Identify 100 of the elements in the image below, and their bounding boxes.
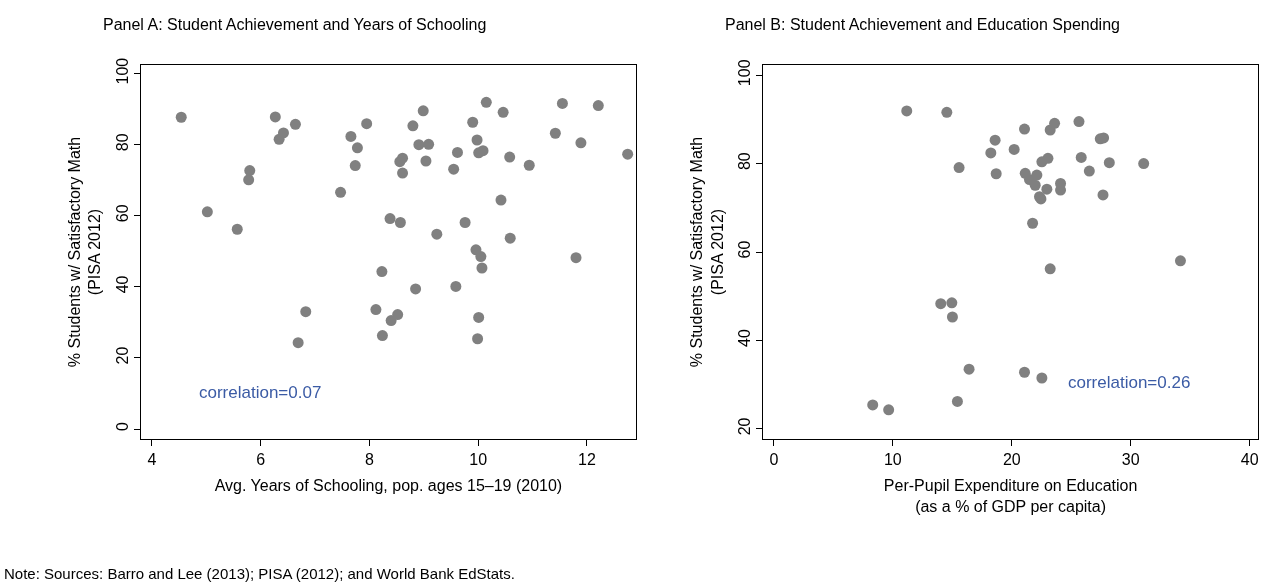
point bbox=[335, 186, 347, 198]
x-tick-label: 0 bbox=[769, 451, 779, 469]
y-tick-label: 40 bbox=[113, 275, 131, 294]
point bbox=[1075, 151, 1087, 163]
point bbox=[592, 100, 604, 112]
point bbox=[423, 138, 435, 150]
y-tick-label: 100 bbox=[113, 57, 131, 85]
point bbox=[1027, 217, 1039, 229]
point bbox=[901, 105, 913, 117]
y-tick-label: 60 bbox=[113, 204, 131, 223]
point bbox=[370, 304, 382, 316]
point bbox=[951, 395, 963, 407]
point bbox=[867, 399, 879, 411]
point bbox=[1103, 157, 1115, 169]
point bbox=[417, 105, 429, 117]
point bbox=[420, 155, 432, 167]
point bbox=[1049, 117, 1061, 129]
point bbox=[570, 252, 582, 264]
point bbox=[384, 213, 396, 225]
point bbox=[361, 118, 373, 130]
point bbox=[231, 223, 243, 235]
point bbox=[476, 262, 488, 274]
point bbox=[397, 167, 409, 179]
point bbox=[1019, 123, 1030, 135]
point bbox=[349, 160, 361, 172]
point bbox=[472, 333, 484, 345]
point bbox=[277, 127, 289, 139]
x-tick-label: 10 bbox=[883, 451, 902, 469]
point bbox=[495, 194, 507, 206]
point bbox=[575, 137, 587, 149]
y-tick-label: 100 bbox=[735, 59, 753, 87]
point bbox=[376, 266, 388, 278]
point bbox=[471, 134, 483, 146]
point bbox=[953, 162, 965, 174]
point bbox=[345, 130, 357, 142]
point bbox=[413, 139, 425, 151]
y-tick-label: 0 bbox=[113, 422, 131, 432]
point bbox=[523, 159, 535, 171]
point bbox=[201, 206, 213, 218]
point bbox=[1019, 366, 1030, 378]
y-tick-label: 80 bbox=[735, 152, 753, 171]
annotation: correlation=0.26 bbox=[1068, 373, 1191, 392]
y-axis-title: % Students w/ Satisfactory Math (PISA 2012) bbox=[65, 136, 104, 368]
point bbox=[407, 120, 419, 132]
point bbox=[990, 168, 1002, 180]
point bbox=[392, 309, 404, 321]
x-tick-label: 8 bbox=[364, 451, 374, 469]
y-tick-label: 40 bbox=[735, 329, 753, 347]
chart-title: Panel B: Student Achievement and Education Spending bbox=[725, 16, 1120, 33]
point bbox=[946, 297, 958, 309]
point bbox=[394, 156, 406, 168]
point bbox=[431, 228, 443, 240]
point bbox=[477, 145, 489, 157]
x-axis-title: Avg. Years of Schooling, pop. ages 15–19 (2010) bbox=[214, 477, 563, 494]
point bbox=[451, 146, 463, 158]
point bbox=[394, 216, 406, 228]
point bbox=[269, 111, 281, 123]
point bbox=[989, 134, 1001, 146]
point bbox=[497, 106, 509, 118]
point bbox=[1008, 143, 1020, 155]
point bbox=[1042, 152, 1054, 164]
point bbox=[1073, 116, 1085, 128]
point bbox=[243, 174, 255, 186]
point bbox=[556, 97, 568, 109]
x-tick-label: 4 bbox=[147, 451, 157, 469]
point bbox=[1174, 255, 1186, 267]
y-tick-label: 80 bbox=[113, 133, 131, 152]
point bbox=[504, 232, 516, 244]
y-tick-label: 20 bbox=[735, 417, 753, 436]
point bbox=[1083, 165, 1095, 177]
point bbox=[1036, 372, 1048, 384]
point bbox=[504, 151, 516, 163]
point bbox=[244, 165, 256, 177]
chart-title: Panel A: Student Achievement and Years of Schooling bbox=[103, 16, 487, 33]
y-axis-title: % Students w/ Satisfactory Math (PISA 2012) bbox=[687, 136, 726, 368]
point bbox=[448, 163, 460, 175]
point bbox=[175, 111, 187, 123]
point bbox=[473, 311, 485, 323]
point bbox=[467, 116, 479, 128]
y-tick-label: 20 bbox=[113, 346, 131, 365]
point bbox=[450, 280, 462, 292]
point bbox=[1138, 158, 1150, 170]
text: Note: Sources: Barro and Lee (2013); PISA (2012); and World Bank EdStats. bbox=[4, 565, 515, 582]
point bbox=[883, 404, 895, 416]
annotation: correlation=0.07 bbox=[199, 383, 322, 402]
point bbox=[376, 330, 388, 342]
point bbox=[1097, 189, 1109, 201]
point bbox=[935, 298, 947, 310]
point bbox=[622, 148, 634, 160]
point bbox=[475, 251, 487, 263]
point bbox=[459, 216, 471, 228]
point bbox=[1041, 183, 1053, 195]
x-tick-label: 20 bbox=[1002, 451, 1021, 469]
point bbox=[549, 127, 561, 139]
x-tick-label: 6 bbox=[256, 451, 266, 469]
point bbox=[351, 142, 363, 154]
x-tick-label: 40 bbox=[1240, 451, 1259, 469]
x-tick-label: 30 bbox=[1121, 451, 1140, 469]
point bbox=[946, 311, 958, 323]
x-axis-title: Per-Pupil Expenditure on Education (as a % of GDP per capita) bbox=[883, 477, 1138, 515]
